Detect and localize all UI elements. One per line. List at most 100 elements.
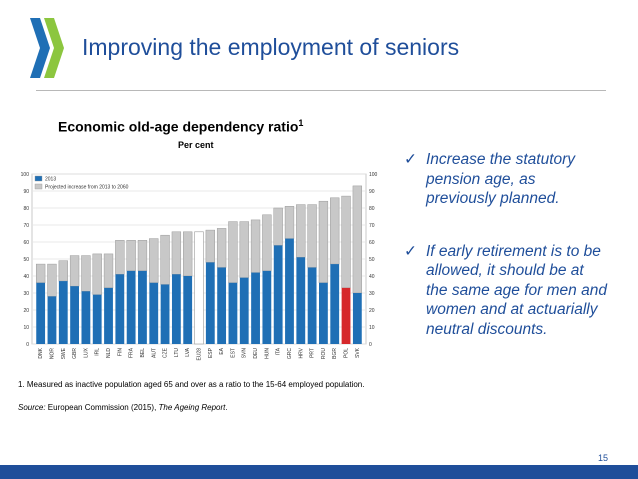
bar-2013 [262, 270, 272, 344]
x-tick-label: HUN [264, 348, 270, 359]
legend-swatch [34, 183, 43, 190]
source-label: Source: [18, 403, 46, 412]
bar-increase [81, 255, 91, 292]
x-tick-label: CZE [163, 347, 169, 358]
chart-title: Economic old-age dependency ratio1 [58, 118, 303, 135]
bar-2013 [138, 270, 147, 344]
bullet-item-1: ✓ Increase the statutory pension age, as… [404, 150, 609, 209]
bar-2013 [58, 281, 68, 344]
bar-increase [341, 195, 351, 289]
bar-increase [273, 207, 283, 246]
bar-2013 [330, 264, 340, 344]
y-tick-label-left: 10 [23, 325, 29, 331]
y-tick-label-right: 0 [369, 342, 372, 348]
y-tick-label-right: 40 [369, 274, 375, 280]
bar-increase [126, 240, 136, 272]
bar-2013 [104, 287, 113, 344]
bar-2013 [352, 293, 362, 344]
bar-increase [352, 185, 363, 294]
check-icon: ✓ [404, 242, 417, 260]
bar-increase [58, 260, 68, 282]
x-tick-label: EU28 [197, 348, 203, 361]
x-tick-label: GBR [72, 348, 78, 359]
bar-increase [171, 231, 182, 275]
x-tick-label: POL [344, 348, 350, 358]
check-icon: ✓ [404, 151, 417, 168]
y-tick-label-right: 60 [369, 240, 375, 246]
bar-2013 [115, 274, 125, 344]
bullet-item-2: ✓ If early retirement is to be allowed, … [404, 242, 609, 340]
bar-increase [307, 204, 317, 268]
bar-2013 [341, 287, 351, 344]
x-tick-label: EA [219, 347, 225, 354]
y-tick-label-left: 60 [23, 240, 29, 246]
chart-footnote: 1. Measured as inactive population aged … [18, 380, 365, 389]
bar-2013 [228, 282, 238, 344]
bar-increase [262, 214, 272, 272]
y-tick-label-left: 30 [23, 291, 29, 297]
y-tick-label-right: 20 [369, 308, 375, 314]
source-report: The Ageing Report [158, 403, 226, 412]
bar-increase [318, 200, 329, 284]
x-tick-label: BEL [140, 348, 146, 358]
x-tick-label: BGR [332, 348, 338, 359]
dependency-ratio-chart: 0 0 10 10 20 20 30 30 40 40 50 50 60 60 70 70 80 80 90 90 10… [21, 172, 378, 361]
bar-increase [284, 206, 295, 239]
bar-2013 [47, 296, 57, 344]
bar-2013 [251, 272, 260, 344]
x-tick-label: SWE [61, 347, 67, 359]
chart-title-footnote-mark: 1 [298, 118, 304, 128]
x-tick-label: NLD [106, 348, 112, 358]
bar-2013 [92, 294, 102, 344]
y-tick-label-left: 90 [23, 189, 29, 195]
bullet-list: ✓ Increase the statutory pension age, as… [404, 150, 609, 372]
x-tick-label: LVA [185, 347, 191, 356]
title-divider [36, 90, 606, 91]
x-tick-label: AUT [151, 348, 157, 358]
legend-label: Projected increase from 2013 to 2060 [45, 185, 129, 191]
legend-swatch [34, 175, 43, 182]
bar-2013 [273, 245, 283, 344]
bar-increase [205, 229, 215, 263]
x-tick-label: LUX [83, 347, 89, 357]
x-tick-label: LTU [174, 348, 180, 357]
bar-increase [103, 253, 114, 289]
bar-increase [296, 204, 306, 258]
bar-2013 [307, 267, 317, 344]
bar-2013 [36, 282, 46, 344]
bar-increase [137, 240, 148, 272]
bar-increase [92, 253, 102, 295]
x-tick-label: NOR [49, 348, 55, 360]
y-tick-label-left: 40 [23, 274, 29, 280]
bar-2013 [205, 262, 215, 344]
chart-title-text: Economic old-age dependency ratio [58, 118, 299, 135]
bullet-text-2: If early retirement is to be allowed, it… [426, 242, 607, 338]
x-tick-label: GRC [287, 348, 293, 360]
source-end: . [225, 403, 228, 412]
x-tick-label: HRV [298, 347, 304, 358]
footer-bar [0, 465, 638, 479]
bar-2013 [183, 276, 193, 344]
x-tick-label: SVN [242, 348, 248, 359]
bar-2013 [217, 267, 227, 344]
x-tick-label: DEU [253, 348, 259, 359]
y-tick-label-right: 90 [369, 189, 375, 195]
y-tick-label-right: 10 [369, 325, 375, 331]
bar-2013 [285, 238, 294, 344]
bar-increase [160, 234, 170, 285]
bar-increase [115, 240, 125, 275]
bullet-text-1: Increase the statutory pension age, as p… [426, 151, 576, 207]
y-tick-label-right: 100 [369, 172, 378, 178]
chart-subtitle: Per cent [178, 140, 214, 150]
bar-2013 [239, 277, 249, 344]
logo-chevron-green [44, 18, 64, 78]
bar-increase [216, 228, 227, 268]
logo-chevron-blue [30, 18, 50, 78]
bar-increase [239, 221, 249, 278]
bar-eu28-total [194, 231, 204, 345]
y-tick-label-right: 50 [369, 257, 375, 263]
legend-label: 2013 [45, 177, 56, 183]
y-tick-label-right: 80 [369, 206, 375, 212]
bar-increase [330, 197, 340, 265]
x-tick-label: IRL [95, 348, 101, 356]
